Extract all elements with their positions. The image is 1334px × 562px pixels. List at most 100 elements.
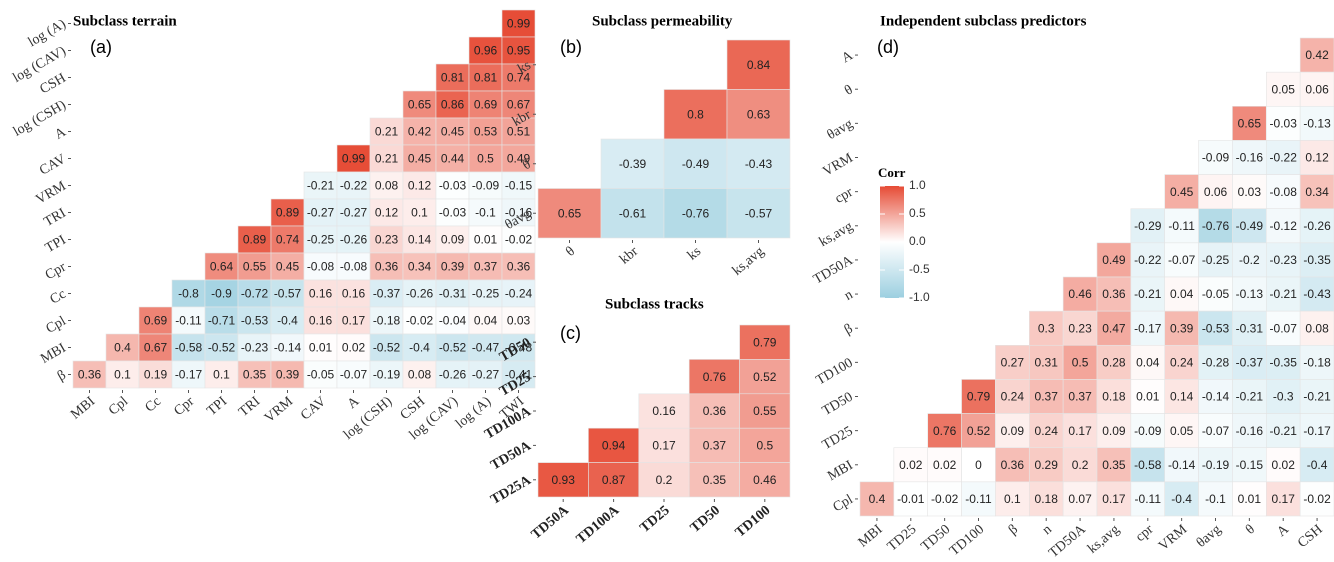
cell-label: 0.46	[753, 473, 777, 487]
x-tick-label: TPI	[204, 394, 230, 419]
heat-cell	[1299, 481, 1334, 517]
x-tick-label: Cc	[143, 394, 165, 415]
cell-label: 0.67	[507, 98, 531, 112]
heat-cell	[726, 138, 791, 189]
cell-label: 0.47	[1102, 321, 1126, 335]
cell-label: 0.04	[1170, 287, 1194, 301]
y-tick-label: log (A)	[26, 17, 69, 51]
panel-title: Subclass terrain	[73, 13, 177, 29]
cell-label: -0.09	[1202, 151, 1230, 165]
cell-label: -0.4	[1171, 492, 1192, 506]
cell-label: 0.36	[507, 260, 531, 274]
cell-label: -0.18	[373, 314, 401, 328]
cell-label: -0.47	[472, 341, 500, 355]
cell-label: 0.01	[1136, 390, 1160, 404]
cell-label: 0.86	[441, 98, 465, 112]
cell-label: -0.31	[439, 287, 467, 301]
cell-label: 0.28	[1102, 356, 1126, 370]
cell-label: 0.1	[213, 368, 230, 382]
heatmap-panel: Subclass permeability (b) 0.84 0.8 0.63 -0.39…	[503, 13, 791, 279]
cell-label: -0.8	[178, 287, 199, 301]
cell-label: -0.4	[1307, 458, 1328, 472]
cell-label: 0.17	[1272, 492, 1296, 506]
x-tick-label: ks	[685, 244, 704, 263]
heat-cell	[336, 279, 371, 308]
heat-cell	[1164, 276, 1199, 312]
heat-cell	[303, 225, 338, 254]
cell-label: -0.25	[307, 233, 335, 247]
heat-cell	[501, 63, 536, 92]
cell-label: 0.09	[441, 233, 465, 247]
x-tick-label: TRI	[236, 394, 263, 420]
cell-label: 0.39	[1170, 321, 1194, 335]
cell-label: -0.07	[340, 368, 368, 382]
cell-label: 0.04	[1136, 356, 1160, 370]
cell-label: 0.34	[408, 260, 432, 274]
x-tick-label: θ	[563, 244, 578, 260]
cell-label: -0.16	[1236, 151, 1264, 165]
heat-cell	[1130, 276, 1166, 312]
cell-label: 0.14	[1170, 390, 1194, 404]
cell-label: 0.51	[507, 125, 531, 139]
heat-cell	[1299, 71, 1334, 107]
cell-label: 0.36	[703, 404, 727, 418]
cell-label: 0.53	[474, 125, 498, 139]
heat-cell	[303, 279, 338, 308]
heat-cell	[1062, 310, 1098, 346]
cell-label: -0.76	[1202, 219, 1230, 233]
cell-label: -0.76	[682, 206, 710, 220]
cell-label: -0.19	[373, 368, 401, 382]
cell-label: 0.42	[1305, 48, 1329, 62]
heat-cell	[1164, 344, 1199, 380]
heat-cell	[1232, 140, 1267, 175]
x-tick-label: n	[1040, 522, 1055, 538]
heat-cell	[1198, 481, 1233, 517]
heat-cell	[1062, 447, 1098, 483]
cell-label: -0.02	[406, 314, 434, 328]
cell-label: -0.52	[373, 341, 401, 355]
heat-cell	[1232, 242, 1267, 278]
heat-cell	[1062, 344, 1098, 380]
heat-cell	[204, 279, 239, 308]
panel-label: (c)	[560, 323, 581, 343]
cell-label: -0.57	[745, 206, 773, 220]
cell-label: 0.01	[309, 341, 333, 355]
y-tick-label: Cpr	[43, 260, 69, 284]
heat-cell	[1028, 379, 1064, 414]
heat-cell	[927, 447, 962, 483]
cell-label: 0.74	[276, 233, 300, 247]
cell-label: 0.49	[507, 152, 531, 166]
heat-cell	[369, 333, 404, 362]
cell-label: -0.4	[409, 341, 430, 355]
x-tick-label: ks,avg	[730, 244, 767, 279]
y-tick-label: n	[842, 287, 856, 303]
y-tick-label: θ	[842, 82, 856, 98]
cell-label: -0.21	[1134, 287, 1162, 301]
cell-label: -0.17	[1303, 424, 1331, 438]
heat-cell	[893, 481, 929, 517]
heat-cell	[501, 279, 536, 308]
cell-label: 0.16	[342, 287, 366, 301]
y-tick-label: MBI	[825, 458, 856, 484]
heat-cell	[501, 36, 536, 65]
heat-cell	[1062, 379, 1098, 414]
panel-title: Independent subclass predictors	[880, 13, 1087, 29]
cell-label: 0.05	[1170, 424, 1194, 438]
cell-label: -0.27	[307, 206, 335, 220]
heat-cell	[1096, 481, 1132, 517]
x-tick-label: θ	[1243, 522, 1258, 538]
cell-label: -0.13	[1236, 287, 1264, 301]
cell-label: -0.15	[505, 179, 533, 193]
heat-cell	[270, 225, 305, 254]
heat-cell	[995, 413, 1030, 449]
cell-label: -0.03	[439, 179, 467, 193]
cell-label: 0.93	[552, 473, 576, 487]
heat-cell	[204, 333, 239, 362]
x-tick-label: ks,avg	[1085, 522, 1122, 557]
heat-cell	[961, 413, 996, 449]
cell-label: 0.5	[1072, 356, 1089, 370]
heat-cell	[1164, 379, 1199, 414]
cell-label: -0.9	[211, 287, 232, 301]
heat-cell	[435, 333, 470, 362]
